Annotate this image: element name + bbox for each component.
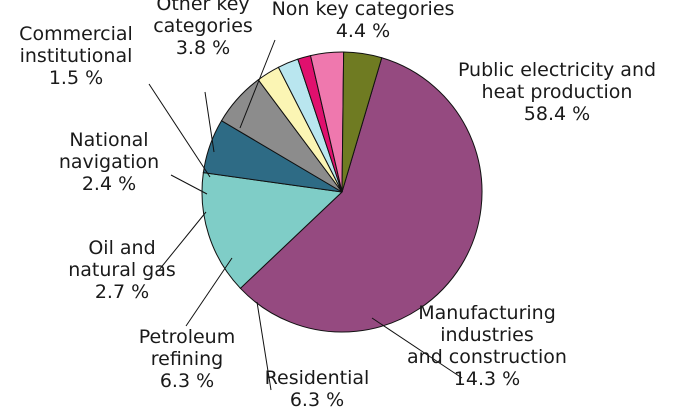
slice-label-manufacturing: Manufacturing industries and construction 1… bbox=[407, 302, 567, 390]
slice-label-line-petroleum-refining: refining bbox=[151, 348, 223, 370]
slice-value-public-electricity: 58.4 % bbox=[524, 103, 590, 125]
slice-label-line-manufacturing: Manufacturing bbox=[418, 302, 556, 324]
pie-slices bbox=[201, 51, 483, 333]
slice-label-line-public-electricity: heat production bbox=[482, 81, 633, 103]
slice-label-line-manufacturing: industries bbox=[440, 324, 533, 346]
slice-label-line-oil-natural-gas: Oil and bbox=[88, 237, 155, 259]
leader-line-residential bbox=[256, 301, 272, 391]
slice-value-other-key: 3.8 % bbox=[176, 37, 230, 59]
slice-label-line-residential: Residential bbox=[265, 367, 370, 389]
slice-value-oil-natural-gas: 2.7 % bbox=[95, 281, 149, 303]
slice-label-non-key: Non key categories 4.4 % bbox=[272, 0, 455, 42]
slice-label-national-navigation: National navigation 2.4 % bbox=[59, 129, 159, 195]
leader-line-national-navigation bbox=[170, 174, 208, 195]
slice-label-line-other-key: Other key bbox=[156, 0, 249, 15]
slice-label-line-commercial-institutional: institutional bbox=[20, 45, 133, 67]
slice-label-line-manufacturing: and construction bbox=[407, 346, 567, 368]
slice-label-line-oil-natural-gas: natural gas bbox=[68, 259, 176, 281]
leader-line-petroleum-refining bbox=[185, 257, 233, 327]
leader-line-manufacturing bbox=[371, 317, 463, 379]
slice-label-line-non-key: Non key categories bbox=[272, 0, 455, 20]
leader-line-non-key bbox=[239, 39, 276, 129]
slice-label-line-petroleum-refining: Petroleum bbox=[139, 326, 235, 348]
slice-label-line-other-key: categories bbox=[153, 15, 253, 37]
slice-label-line-commercial-institutional: Commercial bbox=[19, 23, 133, 45]
pie-slice-public-electricity bbox=[239, 57, 483, 333]
slice-value-national-navigation: 2.4 % bbox=[82, 173, 136, 195]
leader-line-oil-natural-gas bbox=[158, 211, 207, 271]
leader-line-other-key bbox=[204, 91, 215, 153]
pie-slice-manufacturing bbox=[201, 172, 344, 290]
slice-label-line-national-navigation: navigation bbox=[59, 151, 159, 173]
slice-value-non-key: 4.4 % bbox=[336, 20, 390, 42]
slice-label-commercial-institutional: Commercial institutional 1.5 % bbox=[19, 23, 133, 89]
slice-value-petroleum-refining: 6.3 % bbox=[160, 370, 214, 392]
slice-value-manufacturing: 14.3 % bbox=[454, 368, 520, 390]
pie-slice-non-key bbox=[341, 51, 383, 193]
slice-label-line-national-navigation: National bbox=[69, 129, 148, 151]
slice-label-line-public-electricity: Public electricity and bbox=[458, 59, 656, 81]
slice-label-petroleum-refining: Petroleum refining 6.3 % bbox=[139, 326, 235, 392]
slice-value-residential: 6.3 % bbox=[290, 389, 344, 411]
slice-label-other-key: Other key categories 3.8 % bbox=[153, 0, 253, 59]
slice-label-residential: Residential 6.3 % bbox=[265, 367, 370, 411]
leader-line-commercial-institutional bbox=[148, 83, 211, 178]
slice-value-commercial-institutional: 1.5 % bbox=[49, 67, 103, 89]
leader-lines bbox=[148, 39, 463, 391]
slice-labels: Public electricity and heat production 58.… bbox=[19, 0, 656, 411]
slice-label-public-electricity: Public electricity and heat production 58.… bbox=[458, 59, 656, 125]
slice-label-oil-natural-gas: Oil and natural gas 2.7 % bbox=[68, 237, 176, 303]
